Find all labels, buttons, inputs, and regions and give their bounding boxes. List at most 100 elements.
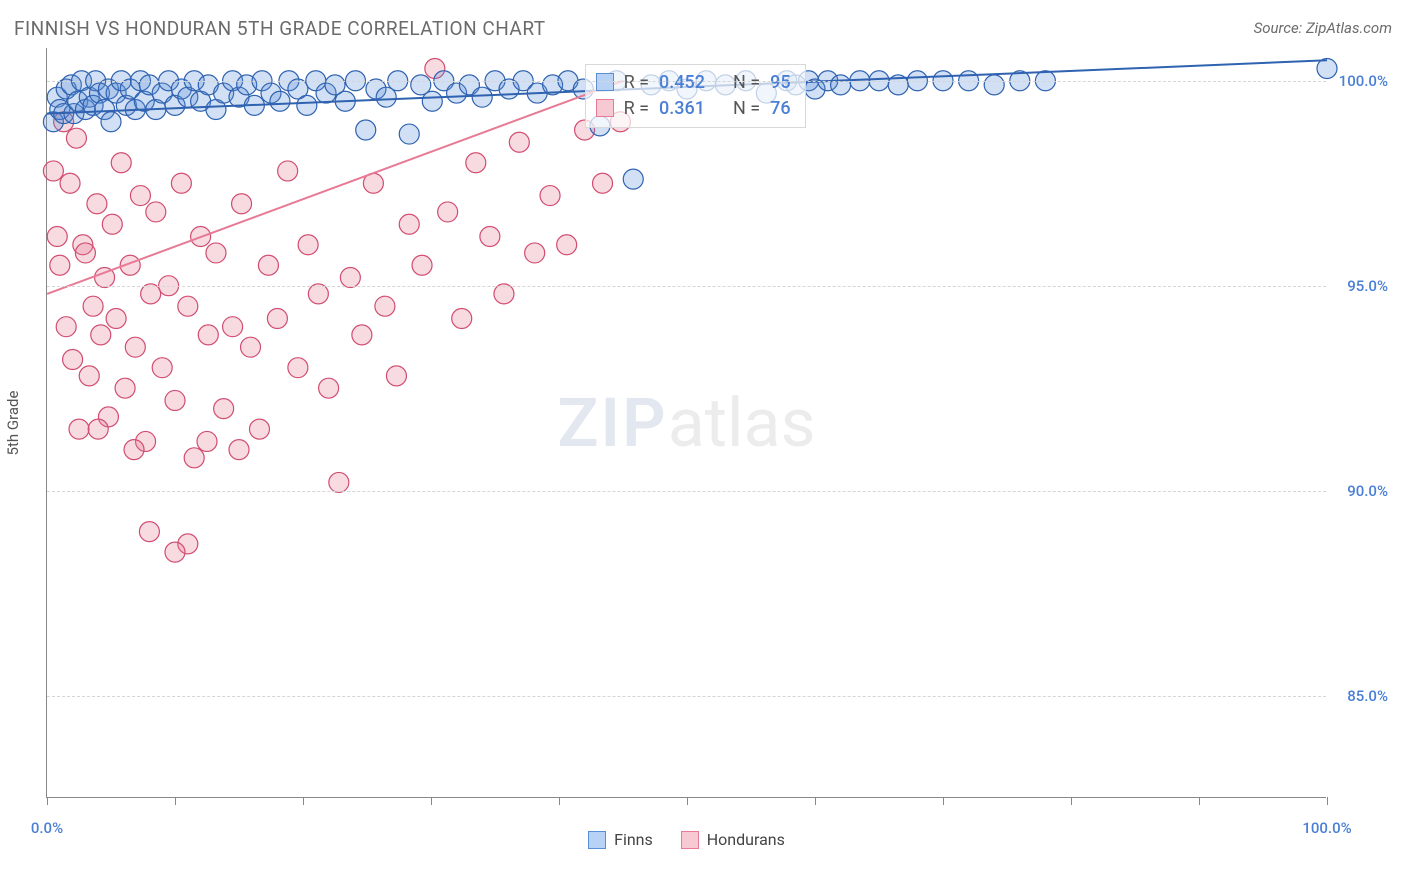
data-point (375, 296, 395, 316)
legend-swatch (588, 831, 606, 849)
data-point (241, 337, 261, 357)
stats-r-label: R = (624, 72, 649, 93)
x-tick (815, 797, 816, 805)
data-point (525, 243, 545, 263)
stats-box: R =0.452N =95R =0.361N =76 (585, 64, 806, 128)
data-point (267, 308, 287, 328)
stats-swatch (596, 99, 614, 117)
data-point (452, 308, 472, 328)
x-tick (47, 797, 48, 805)
gridline (47, 696, 1326, 697)
data-point (63, 349, 83, 369)
legend-item: Finns (588, 830, 653, 849)
data-point (278, 161, 298, 181)
data-point (197, 431, 217, 451)
data-point (297, 95, 317, 115)
data-point (152, 358, 172, 378)
x-tick-label: 0.0% (31, 819, 63, 837)
x-tick (687, 797, 688, 805)
y-tick-label: 95.0% (1347, 277, 1388, 295)
data-point (422, 91, 442, 111)
data-point (56, 317, 76, 337)
data-point (399, 214, 419, 234)
stats-n-value: 95 (770, 72, 790, 93)
data-point (130, 186, 150, 206)
data-point (106, 308, 126, 328)
data-point (184, 448, 204, 468)
chart-container: 5th Grade ZIPatlas R =0.452N =95R =0.361… (46, 48, 1392, 838)
data-point (249, 419, 269, 439)
legend-label: Finns (614, 830, 653, 849)
data-point (557, 235, 577, 255)
x-tick (431, 797, 432, 805)
data-point (165, 390, 185, 410)
data-point (593, 173, 613, 193)
data-point (232, 194, 252, 214)
data-point (288, 358, 308, 378)
data-point (178, 296, 198, 316)
stats-row: R =0.361N =76 (596, 95, 791, 121)
data-point (124, 440, 144, 460)
stats-r-value: 0.361 (659, 98, 705, 119)
data-point (540, 186, 560, 206)
data-point (412, 255, 432, 275)
data-point (139, 522, 159, 542)
data-point (319, 378, 339, 398)
data-point (308, 284, 328, 304)
data-point (75, 243, 95, 263)
data-point (83, 296, 103, 316)
data-point (356, 120, 376, 140)
data-point (91, 325, 111, 345)
data-point (472, 87, 492, 107)
data-point (111, 153, 131, 173)
data-point (198, 325, 218, 345)
data-point (47, 227, 67, 247)
legend: Finns Hondurans (47, 830, 1326, 849)
data-point (229, 440, 249, 460)
stats-row: R =0.452N =95 (596, 69, 791, 95)
x-tick-label: 100.0% (1302, 819, 1351, 837)
y-tick-label: 100.0% (1339, 72, 1388, 90)
data-point (206, 243, 226, 263)
plot-svg (47, 48, 1326, 797)
data-point (298, 235, 318, 255)
x-tick (303, 797, 304, 805)
data-point (171, 173, 191, 193)
data-point (88, 419, 108, 439)
data-point (494, 284, 514, 304)
data-point (480, 227, 500, 247)
data-point (509, 132, 529, 152)
x-tick (175, 797, 176, 805)
stats-r-label: R = (624, 98, 649, 119)
data-point (214, 399, 234, 419)
plot-area: 5th Grade ZIPatlas R =0.452N =95R =0.361… (46, 48, 1326, 798)
data-point (125, 337, 145, 357)
data-point (438, 202, 458, 222)
x-tick (559, 797, 560, 805)
data-point (60, 173, 80, 193)
legend-swatch (681, 831, 699, 849)
chart-title: FINNISH VS HONDURAN 5TH GRADE CORRELATIO… (14, 17, 546, 40)
data-point (329, 472, 349, 492)
data-point (141, 284, 161, 304)
legend-label: Hondurans (707, 830, 785, 849)
x-tick (1199, 797, 1200, 805)
data-point (623, 169, 643, 189)
data-point (270, 91, 290, 111)
data-point (87, 194, 107, 214)
data-point (43, 161, 63, 181)
y-tick-label: 90.0% (1347, 482, 1388, 500)
data-point (165, 542, 185, 562)
data-point (399, 124, 419, 144)
x-tick (943, 797, 944, 805)
x-tick (1071, 797, 1072, 805)
legend-item: Hondurans (681, 830, 785, 849)
data-point (831, 75, 851, 95)
chart-header: FINNISH VS HONDURAN 5TH GRADE CORRELATIO… (0, 0, 1406, 48)
data-point (79, 366, 99, 386)
data-point (984, 75, 1004, 95)
data-point (466, 153, 486, 173)
data-point (101, 112, 121, 132)
data-point (66, 128, 86, 148)
gridline (47, 286, 1326, 287)
